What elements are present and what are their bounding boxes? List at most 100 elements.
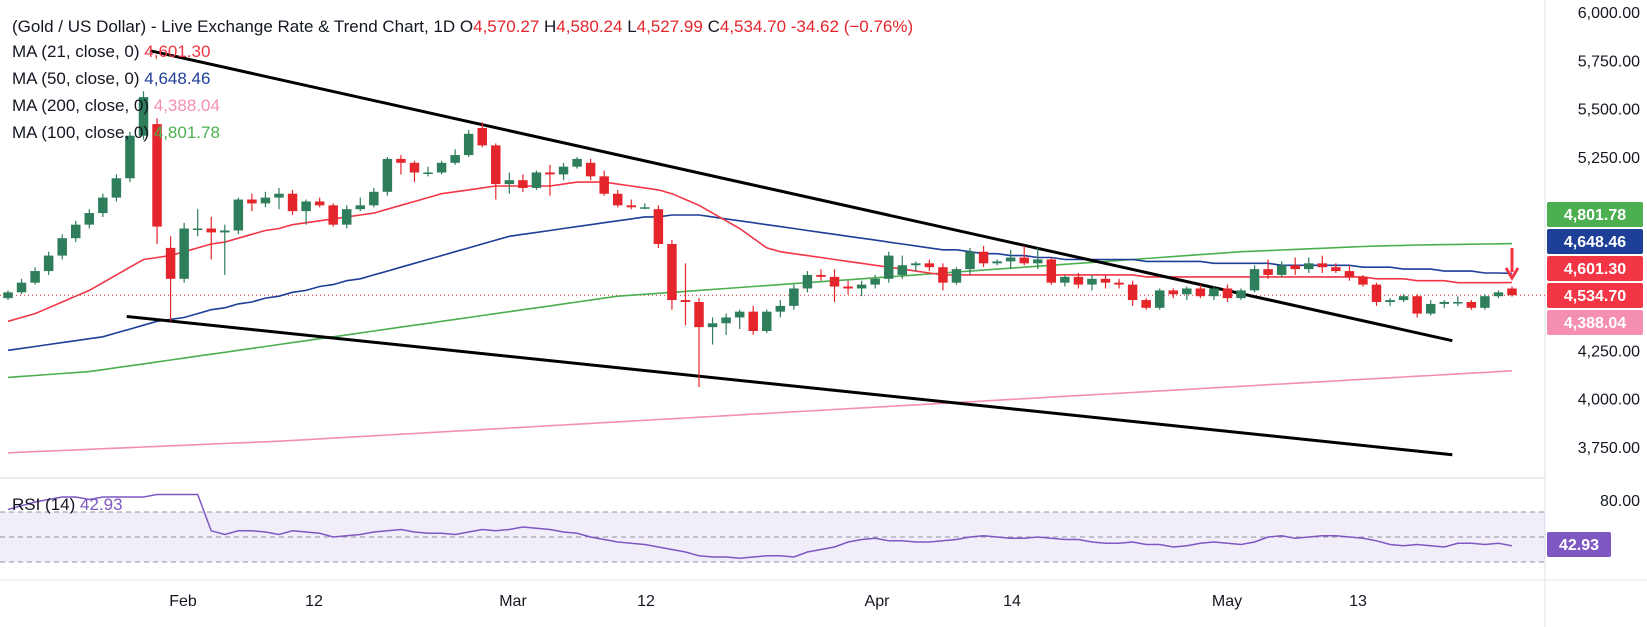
candle-body[interactable] (1209, 288, 1219, 297)
candle-body[interactable] (274, 193, 284, 198)
candle-body[interactable] (938, 267, 948, 283)
candle-body[interactable] (789, 288, 799, 306)
candle-body[interactable] (314, 201, 325, 206)
candle-body[interactable] (1249, 269, 1260, 291)
candle-body[interactable] (125, 135, 135, 179)
candle-body[interactable] (409, 162, 420, 173)
candle-body[interactable] (545, 172, 555, 175)
candle-body[interactable] (802, 274, 813, 289)
candle-body[interactable] (965, 251, 975, 270)
candle-body[interactable] (1412, 296, 1422, 314)
candle-body[interactable] (775, 305, 786, 312)
ma100-line[interactable] (7, 242, 1513, 379)
candle-body[interactable] (897, 265, 908, 275)
candle-body[interactable] (382, 158, 393, 192)
candle-body[interactable] (762, 311, 772, 331)
price-axis[interactable]: 6,000.00 5,750.00 5,500.00 5,250.00 4,250.00… (1578, 5, 1640, 457)
candle-body[interactable] (694, 302, 704, 328)
candle-body[interactable] (423, 172, 433, 174)
candle-body[interactable] (816, 274, 826, 277)
candle-body[interactable] (1304, 263, 1314, 270)
candle-body[interactable] (707, 323, 718, 328)
candle-body[interactable] (531, 172, 542, 188)
candle-body[interactable] (1344, 271, 1355, 277)
candle-body[interactable] (721, 317, 731, 324)
candle-body[interactable] (1317, 263, 1328, 268)
candle-body[interactable] (1168, 290, 1179, 295)
candle-body[interactable] (220, 230, 230, 233)
candle-body[interactable] (1331, 267, 1341, 272)
candle-body[interactable] (138, 97, 149, 136)
candle-body[interactable] (436, 162, 447, 173)
candle-body[interactable] (57, 238, 67, 256)
rsi-legend[interactable]: RSI (14) 42.93 (12, 495, 123, 514)
candles[interactable] (3, 91, 1517, 388)
candle-body[interactable] (843, 286, 853, 289)
candle-body[interactable] (491, 145, 501, 185)
candle-body[interactable] (640, 207, 650, 209)
candle-body[interactable] (260, 197, 271, 204)
candle-body[interactable] (98, 197, 108, 214)
candle-body[interactable] (1141, 300, 1151, 308)
candle-body[interactable] (1046, 259, 1057, 283)
candle-body[interactable] (287, 193, 298, 212)
candle-body[interactable] (1439, 302, 1449, 304)
ma50-line[interactable] (7, 214, 1513, 352)
candle-body[interactable] (1060, 276, 1070, 283)
candle-body[interactable] (667, 244, 677, 301)
candle-body[interactable] (71, 224, 81, 239)
candle-body[interactable] (30, 271, 40, 283)
candle-body[interactable] (734, 311, 745, 318)
ma200-line[interactable] (7, 370, 1513, 454)
lower-trendline[interactable] (126, 315, 1453, 457)
candle-body[interactable] (978, 251, 989, 264)
candle-body[interactable] (856, 284, 867, 289)
candle-body[interactable] (1073, 276, 1084, 285)
candle-body[interactable] (1385, 300, 1395, 302)
candle-body[interactable] (504, 180, 515, 185)
candle-body[interactable] (396, 158, 406, 163)
candle-body[interactable] (206, 228, 216, 233)
candle-body[interactable] (1276, 265, 1287, 275)
candle-body[interactable] (612, 193, 623, 206)
candle-body[interactable] (1371, 284, 1382, 302)
candle-body[interactable] (1290, 265, 1300, 270)
candle-body[interactable] (680, 300, 691, 302)
candle-body[interactable] (1358, 276, 1368, 285)
candle-body[interactable] (355, 205, 366, 210)
candle-body[interactable] (16, 282, 27, 293)
candle-body[interactable] (653, 209, 664, 244)
candle-body[interactable] (152, 124, 162, 227)
candle-body[interactable] (1425, 303, 1436, 314)
upper-trendline[interactable] (149, 49, 1453, 343)
candle-body[interactable] (179, 228, 189, 279)
symbol-title[interactable]: (Gold / US Dollar) - Live Exchange Rate … (12, 17, 913, 36)
candle-body[interactable] (1005, 257, 1016, 262)
candle-body[interactable] (626, 205, 637, 208)
candle-body[interactable] (829, 276, 840, 287)
candle-body[interactable] (1154, 290, 1165, 308)
candle-body[interactable] (463, 133, 474, 156)
candle-body[interactable] (911, 263, 921, 266)
candle-body[interactable] (1222, 288, 1233, 299)
candle-body[interactable] (111, 178, 122, 198)
candle-body[interactable] (43, 255, 54, 272)
candle-body[interactable] (301, 201, 311, 212)
ma-legend-item[interactable]: MA (100, close, 0) 4,801.78 (12, 123, 220, 142)
candle-body[interactable] (558, 166, 569, 175)
ma-legend-item[interactable]: MA (200, close, 0) 4,388.04 (12, 96, 220, 115)
candle-body[interactable] (1127, 284, 1138, 301)
candle-body[interactable] (572, 158, 582, 167)
candle-body[interactable] (1466, 302, 1477, 308)
candle-body[interactable] (1263, 269, 1273, 275)
candle-body[interactable] (477, 128, 487, 146)
candle-body[interactable] (1019, 257, 1029, 264)
ma21-line[interactable] (7, 181, 1513, 323)
candle-body[interactable] (585, 162, 596, 177)
candle-body[interactable] (1114, 282, 1124, 285)
candle-body[interactable] (748, 311, 758, 331)
candle-body[interactable] (1182, 288, 1192, 295)
candle-body[interactable] (1493, 292, 1504, 297)
candle-body[interactable] (870, 278, 880, 285)
